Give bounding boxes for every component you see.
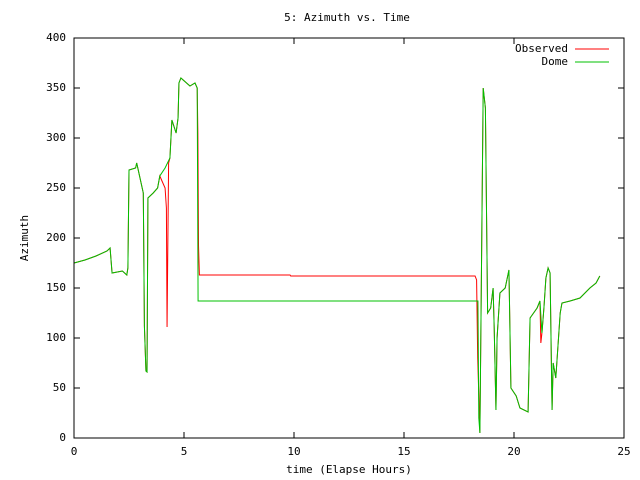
data-line (73, 77, 601, 434)
x-tick-label: 5 (181, 445, 188, 458)
x-axis-label: time (Elapse Hours) (286, 463, 412, 476)
x-tick-label: 20 (507, 445, 520, 458)
legend-label: Dome (542, 55, 569, 68)
chart-title: 5: Azimuth vs. Time (284, 11, 410, 24)
y-tick-label: 0 (59, 431, 66, 444)
y-tick-label: 150 (46, 281, 66, 294)
x-tick-label: 0 (71, 445, 78, 458)
legend-label: Observed (515, 42, 568, 55)
y-tick-label: 200 (46, 231, 66, 244)
x-tick-label: 15 (397, 445, 410, 458)
y-tick-label: 250 (46, 181, 66, 194)
x-tick-label: 25 (617, 445, 630, 458)
plot-border (73, 37, 625, 439)
y-tick-label: 50 (53, 381, 66, 394)
y-tick-label: 350 (46, 81, 66, 94)
x-tick-label: 10 (287, 445, 300, 458)
y-tick-label: 400 (46, 31, 66, 44)
y-tick-label: 100 (46, 331, 66, 344)
y-axis-label: Azimuth (18, 215, 31, 261)
y-tick-label: 300 (46, 131, 66, 144)
